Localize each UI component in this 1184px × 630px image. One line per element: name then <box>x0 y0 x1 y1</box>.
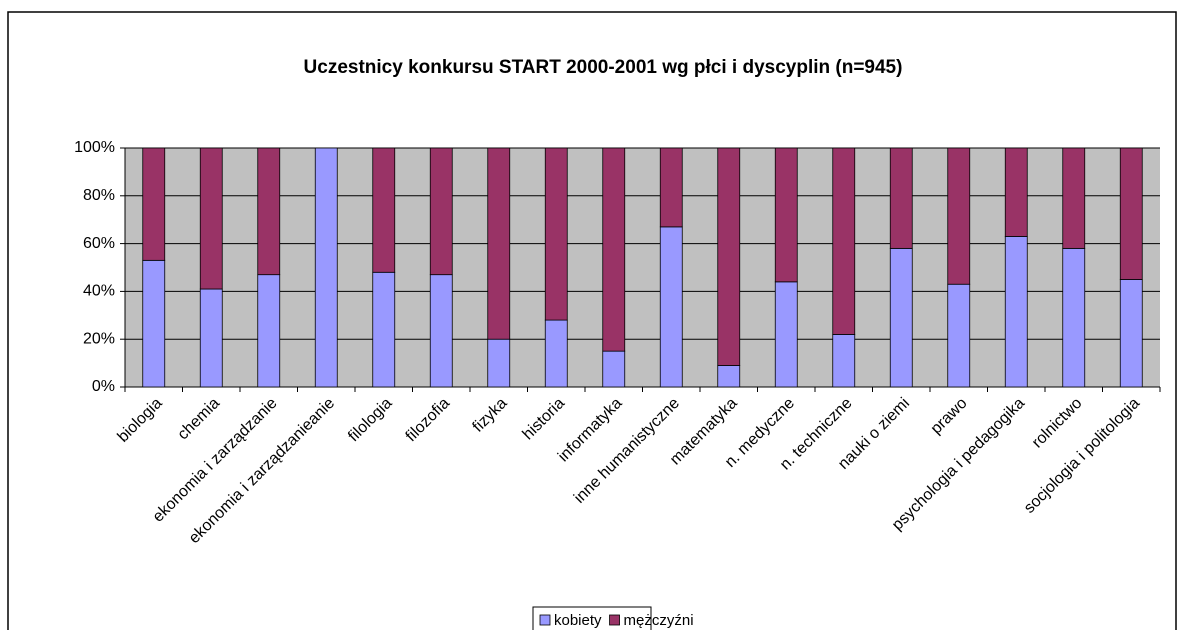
y-tick-label: 60% <box>83 235 115 252</box>
bar-segment <box>142 259 166 388</box>
legend-swatch <box>609 614 620 626</box>
bar-segment <box>544 147 568 321</box>
bar-segment <box>257 147 281 276</box>
legend-label: mężczyźni <box>624 612 694 629</box>
chart-title: Uczestnicy konkursu START 2000-2001 wg p… <box>304 57 903 78</box>
legend-box <box>532 606 652 630</box>
bar-segment <box>832 147 856 335</box>
bar-segment <box>429 147 453 276</box>
bar-segment <box>372 271 396 388</box>
bar-segment <box>429 274 453 388</box>
bar-segment <box>372 147 396 273</box>
bar-segment <box>487 338 511 388</box>
bar-segment <box>1119 147 1143 280</box>
bar-segment <box>487 147 511 340</box>
legend-swatch <box>539 614 551 626</box>
bar-segment <box>717 365 741 388</box>
bar-segment <box>199 288 223 388</box>
y-tick-label: 0% <box>92 378 115 395</box>
bar-segment <box>659 226 683 388</box>
bar-segment <box>1119 279 1143 388</box>
bar-segment <box>1062 247 1086 388</box>
y-tick-label: 80% <box>83 187 115 204</box>
plot-area <box>125 148 1160 387</box>
bar-segment <box>1004 236 1028 388</box>
bar-segment <box>1062 147 1086 249</box>
bar-segment <box>257 274 281 388</box>
bar-segment <box>602 147 626 352</box>
bar-segment <box>544 319 568 388</box>
bar-segment <box>889 147 913 249</box>
bar-segment <box>199 147 223 290</box>
bar-segment <box>314 147 338 388</box>
y-tick-label: 100% <box>74 139 115 156</box>
bar-segment <box>774 147 798 283</box>
bar-segment <box>659 147 683 228</box>
bar-segment <box>832 334 856 388</box>
bar-segment <box>947 283 971 388</box>
bar-segment <box>142 147 166 261</box>
bar-segment <box>717 147 741 366</box>
bar-segment <box>774 281 798 388</box>
bar-segment <box>602 350 626 388</box>
legend-label: kobiety <box>554 612 602 629</box>
bar-segment <box>889 247 913 388</box>
y-tick-label: 40% <box>83 283 115 300</box>
bar-segment <box>947 147 971 285</box>
y-tick-label: 20% <box>83 330 115 347</box>
bar-segment <box>1004 147 1028 237</box>
